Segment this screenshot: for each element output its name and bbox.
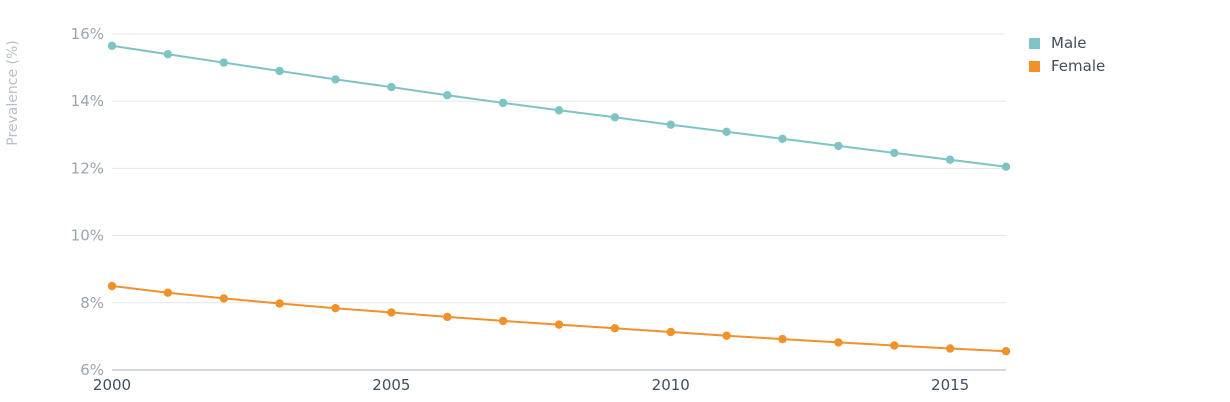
y-tick-label: 8%: [80, 294, 104, 312]
x-tick-label: 2000: [93, 376, 131, 394]
data-point-male[interactable]: [163, 50, 173, 59]
data-point-male[interactable]: [778, 134, 787, 143]
legend-label-male: Male: [1051, 34, 1087, 52]
x-tick-label: 2015: [931, 376, 969, 394]
data-point-female[interactable]: [666, 327, 675, 337]
data-point-female[interactable]: [834, 338, 843, 347]
data-point-female[interactable]: [331, 304, 340, 313]
y-tick-label: 10%: [71, 227, 104, 245]
data-point-male[interactable]: [666, 120, 675, 129]
series-line-female: [111, 285, 1007, 353]
data-point-male[interactable]: [275, 66, 284, 76]
series-layer: [107, 41, 1011, 356]
data-point-male[interactable]: [834, 141, 843, 151]
y-tick-label: 16%: [71, 25, 104, 43]
data-point-male[interactable]: [945, 155, 955, 164]
data-point-female[interactable]: [554, 320, 564, 329]
data-point-male[interactable]: [610, 113, 620, 122]
y-tick-label: 6%: [80, 361, 104, 379]
data-point-female[interactable]: [275, 299, 284, 308]
data-point-female[interactable]: [610, 324, 620, 333]
y-tick-label: 12%: [71, 159, 104, 177]
data-point-male[interactable]: [387, 82, 396, 92]
y-axis-ticks: 6% 8% 10% 12% 14% 16%: [71, 25, 104, 379]
data-point-male[interactable]: [331, 75, 340, 84]
data-point-male[interactable]: [107, 41, 117, 50]
data-point-male[interactable]: [554, 106, 564, 115]
data-point-male[interactable]: [443, 91, 452, 100]
data-point-female[interactable]: [107, 281, 117, 291]
x-tick-label: 2005: [372, 376, 410, 394]
legend-swatch-male: [1029, 38, 1040, 49]
data-point-female[interactable]: [219, 294, 228, 303]
legend: Male Female: [1029, 34, 1105, 75]
data-point-male[interactable]: [1001, 162, 1011, 171]
data-point-female[interactable]: [778, 334, 787, 344]
gridlines: [112, 33, 1006, 304]
data-point-female[interactable]: [722, 331, 731, 340]
data-point-male[interactable]: [890, 148, 899, 158]
legend-swatch-female: [1029, 61, 1040, 72]
data-point-female[interactable]: [163, 288, 173, 297]
data-point-female[interactable]: [890, 341, 899, 350]
data-point-male[interactable]: [498, 98, 508, 108]
data-point-female[interactable]: [945, 344, 955, 353]
data-point-female[interactable]: [498, 316, 508, 326]
data-point-female[interactable]: [443, 312, 452, 322]
x-tick-label: 2010: [652, 376, 690, 394]
data-point-male[interactable]: [722, 127, 731, 136]
x-axis-ticks: 2000 2005 2010 2015: [93, 376, 969, 394]
data-point-female[interactable]: [1001, 347, 1011, 356]
y-axis-title: Prevalence (%): [5, 40, 21, 146]
legend-label-female: Female: [1051, 57, 1105, 75]
data-point-female[interactable]: [387, 308, 396, 317]
data-point-male[interactable]: [219, 58, 228, 67]
y-tick-label: 14%: [71, 92, 104, 110]
